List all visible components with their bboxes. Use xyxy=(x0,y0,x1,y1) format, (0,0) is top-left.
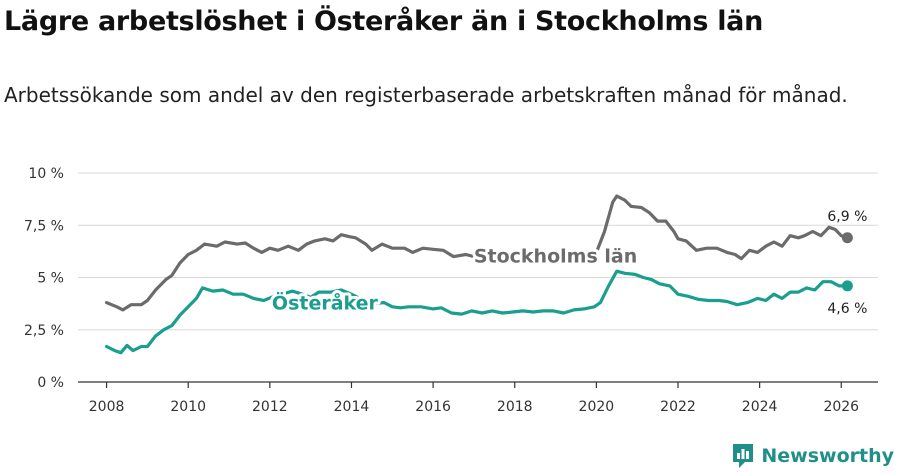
x-tick-label: 2016 xyxy=(415,399,451,415)
series-line-osteraker xyxy=(105,269,849,355)
x-tick-label: 2018 xyxy=(497,399,533,415)
x-tick-label: 2022 xyxy=(660,399,696,415)
chart-title: Lägre arbetslöshet i Österåker än i Stoc… xyxy=(4,6,764,37)
x-tick-label: 2026 xyxy=(823,399,859,415)
x-tick-label: 2010 xyxy=(170,399,206,415)
end-point-marker xyxy=(841,280,853,292)
gridlines xyxy=(78,172,878,331)
series-line-stockholms-lan xyxy=(105,194,849,312)
y-tick-label: 10 % xyxy=(28,166,64,182)
brand-name: Newsworthy xyxy=(761,445,894,467)
series-name-label: Österåker xyxy=(272,291,379,315)
end-value-label: 6,9 % xyxy=(827,209,867,225)
axes: 0 % 2,5 % 5 % 7,5 % 10 % 2008 2010 2012 2014 2016… xyxy=(24,166,878,415)
x-tick-label: 2020 xyxy=(579,399,615,415)
x-tick-label: 2012 xyxy=(252,399,288,415)
y-tick-label: 0 % xyxy=(37,375,64,391)
y-tick-label: 5 % xyxy=(37,271,64,287)
series-name-label: Stockholms län xyxy=(474,246,637,268)
y-tick-label: 7,5 % xyxy=(24,218,64,234)
brand-logo: Newsworthy xyxy=(731,442,894,470)
end-point-marker xyxy=(841,232,853,244)
x-tick-label: 2008 xyxy=(89,399,125,415)
x-tick-label: 2014 xyxy=(334,399,370,415)
y-tick-label: 2,5 % xyxy=(24,323,64,339)
chart-subtitle: Arbetssökande som andel av den registerb… xyxy=(4,83,848,107)
series-labels: 6,9 % 4,6 % Stockholms län Österåker xyxy=(269,209,867,318)
end-value-label: 4,6 % xyxy=(827,301,867,317)
series-lines xyxy=(105,194,853,355)
x-tick-label: 2024 xyxy=(742,399,778,415)
newsworthy-logo-icon xyxy=(733,444,754,468)
